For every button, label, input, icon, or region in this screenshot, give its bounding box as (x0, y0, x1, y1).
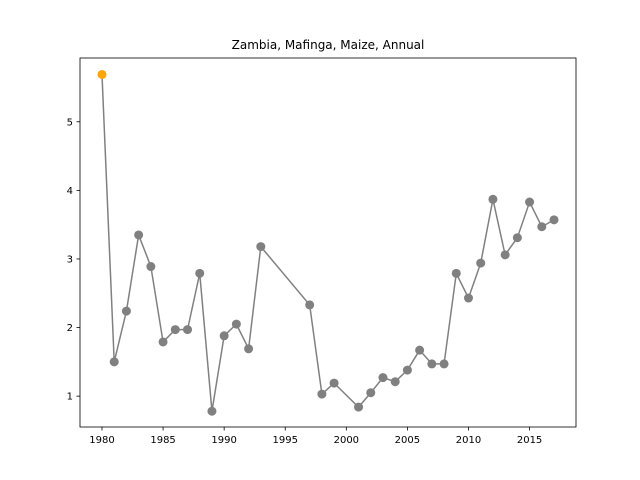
data-point (329, 378, 339, 388)
data-point (402, 365, 412, 375)
data-point (439, 359, 449, 369)
data-point (121, 306, 131, 316)
plot-area (97, 69, 559, 416)
data-point (366, 388, 376, 398)
y-tick-label: 3 (67, 254, 73, 265)
data-point (537, 222, 547, 232)
x-tick-label: 2005 (395, 435, 420, 446)
data-point (231, 319, 241, 329)
data-point (317, 389, 327, 399)
data-point (415, 345, 425, 355)
data-point (183, 325, 193, 335)
data-point (512, 233, 522, 243)
x-tick-label: 2000 (334, 435, 359, 446)
data-point (451, 268, 461, 278)
data-point (378, 373, 388, 383)
data-point (195, 268, 205, 278)
x-tick-label: 2015 (517, 435, 542, 446)
data-point (244, 344, 254, 354)
data-point (354, 402, 364, 412)
data-point (170, 325, 180, 335)
y-tick-label: 2 (67, 323, 73, 334)
data-point (109, 357, 119, 367)
highlight-point (97, 69, 107, 79)
data-point (500, 250, 510, 260)
x-tick-label: 1990 (211, 435, 236, 446)
x-tick-label: 2010 (456, 435, 481, 446)
data-point (256, 242, 266, 252)
x-tick-label: 1985 (150, 435, 175, 446)
x-tick-label: 1995 (273, 435, 298, 446)
y-tick-label: 5 (67, 117, 73, 128)
y-tick-label: 1 (67, 392, 73, 403)
data-point (146, 262, 156, 272)
data-point (476, 258, 486, 268)
data-point (390, 377, 400, 387)
data-point (207, 406, 217, 416)
y-tick-label: 4 (67, 186, 73, 197)
axes-frame (79, 57, 577, 428)
data-point (158, 337, 168, 347)
x-tick-label: 1980 (89, 435, 114, 446)
axes: 1980 1985 1990 1995 2000 2005 2010 2015 1 2 3 4 5 (67, 57, 577, 446)
data-point (525, 197, 535, 207)
data-point (549, 215, 559, 225)
data-point (305, 300, 315, 310)
data-point (427, 359, 437, 369)
data-point (463, 293, 473, 303)
data-point (134, 230, 144, 240)
chart-title: Zambia, Mafinga, Maize, Annual (232, 38, 425, 52)
data-point (488, 194, 498, 204)
series-line (101, 74, 555, 412)
data-point (219, 331, 229, 341)
